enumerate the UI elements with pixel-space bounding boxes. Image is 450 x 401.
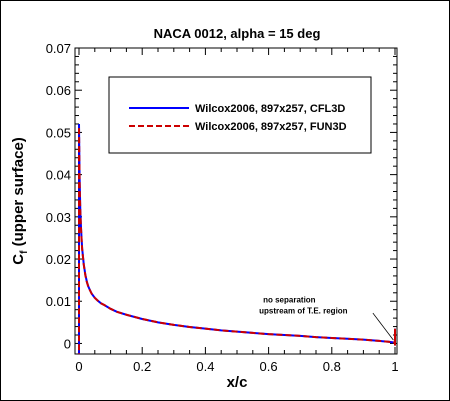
y-tick-label: 0.01 [46, 294, 71, 309]
y-tick-label: 0.04 [46, 168, 71, 183]
svg-text:Cf (upper surface): Cf (upper surface) [10, 137, 30, 265]
x-tick-label: 0.4 [196, 359, 214, 374]
y-tick-label: 0.06 [46, 83, 71, 98]
y-tick-label: 0.02 [46, 252, 71, 267]
y-axis-label-rest: (upper surface) [10, 137, 27, 250]
y-axis-label: Cf (upper surface) [10, 137, 30, 265]
y-axis-label-main: C [10, 254, 27, 265]
legend-label-fun3d: Wilcox2006, 897x257, FUN3D [195, 121, 347, 133]
annotation-line-2: upstream of T.E. region [259, 307, 348, 316]
y-axis-label-sub: f [19, 250, 30, 254]
x-tick-label: 1 [391, 359, 398, 374]
legend-box [108, 76, 372, 154]
annotation-group: no separation upstream of T.E. region [259, 296, 394, 341]
series-line-cfl3d [78, 123, 396, 344]
annotation-arrow [372, 312, 394, 341]
annotation-line-1: no separation [263, 296, 316, 305]
y-tick-label: 0.05 [46, 125, 71, 140]
x-axis-label: x/c [227, 374, 248, 391]
y-tick-label: 0.03 [46, 210, 71, 225]
series-line-fun3d [78, 128, 396, 344]
plot-area: 0 0.01 0.02 0.03 0.04 0.05 0.06 0.07 0 0.2 0.4 0.6… [46, 41, 399, 374]
plot-border [74, 47, 398, 355]
x-tick-label: 0.8 [323, 359, 341, 374]
series-group [78, 123, 396, 354]
legend-label-cfl3d: Wilcox2006, 897x257, CFL3D [195, 103, 345, 115]
y-tick-label: 0 [64, 336, 71, 351]
y-tick-label: 0.07 [46, 41, 71, 56]
x-tick-label: 0 [75, 359, 82, 374]
chart-title: NACA 0012, alpha = 15 deg [154, 26, 321, 41]
x-tick-label: 0.6 [260, 359, 278, 374]
y-axis-ticks: 0 0.01 0.02 0.03 0.04 0.05 0.06 0.07 [46, 41, 397, 351]
legend: Wilcox2006, 897x257, CFL3D Wilcox2006, 8… [108, 76, 372, 154]
x-axis-ticks: 0 0.2 0.4 0.6 0.8 1 [75, 48, 399, 374]
x-tick-label: 0.2 [133, 359, 151, 374]
